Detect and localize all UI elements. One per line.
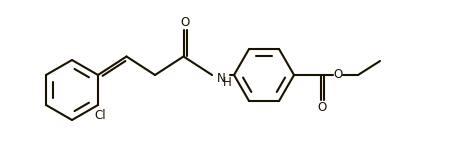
Text: O: O [180, 16, 189, 29]
Text: O: O [317, 101, 326, 114]
Text: N: N [216, 72, 225, 85]
Text: O: O [333, 69, 342, 82]
Text: H: H [222, 77, 231, 90]
Text: Cl: Cl [94, 109, 106, 122]
